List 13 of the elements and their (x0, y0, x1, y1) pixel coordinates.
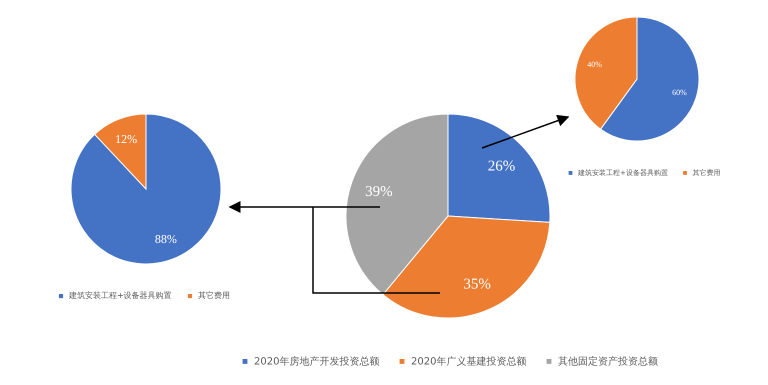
pie-slice (70, 114, 222, 264)
data-label: 35% (463, 276, 491, 292)
legend-label: 建筑安装工程+设备器具购置 (68, 291, 172, 300)
legend-label: 其他固定资产投资总额 (558, 355, 658, 368)
legend-label: 2020年广义基建投资总额 (411, 355, 526, 368)
legend-label: 其它费用 (198, 291, 230, 300)
legend-label: 2020年房地产开发投资总额 (254, 355, 380, 368)
data-label: 39% (365, 184, 393, 200)
data-label: 88% (154, 232, 177, 246)
data-label: 40% (587, 60, 602, 70)
data-label: 12% (115, 132, 138, 146)
data-label: 26% (488, 158, 516, 175)
data-label: 60% (672, 88, 688, 97)
